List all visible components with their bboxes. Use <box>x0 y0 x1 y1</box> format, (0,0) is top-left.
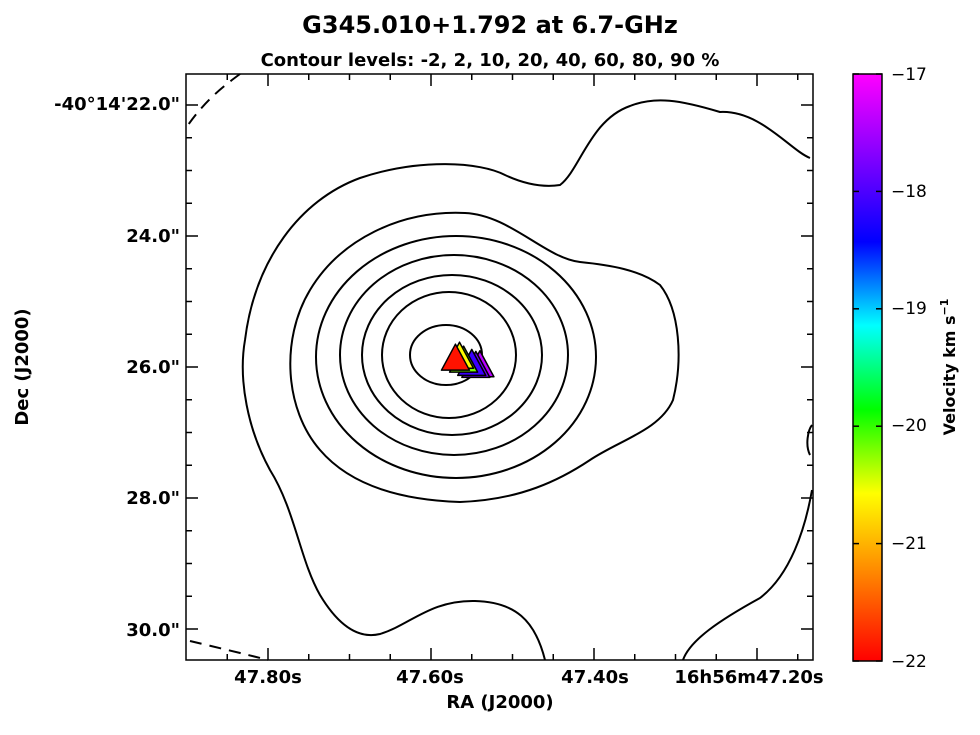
contour-20-percent <box>315 235 597 479</box>
colorbar-tick-label: −21 <box>891 534 927 554</box>
colorbar-tick-label: −20 <box>891 416 927 436</box>
contour-negative-bottom-left <box>189 640 269 661</box>
chart-title: G345.010+1.792 at 6.7-GHz <box>302 11 678 39</box>
x-tick-label: 16h56m47.20s <box>674 667 823 688</box>
contour-40-percent <box>339 254 569 456</box>
colorbar-tick-label: −18 <box>891 182 927 202</box>
colorbar-tick-label: −19 <box>891 299 927 319</box>
y-tick-label: 26.0" <box>126 357 180 378</box>
contour-60-percent <box>361 274 543 436</box>
contour-80-percent <box>381 291 517 419</box>
colorbar-ticks <box>853 73 882 662</box>
plot-frame <box>185 73 814 661</box>
x-tick-label: 47.60s <box>396 667 464 688</box>
contour-negative-top-left <box>185 73 241 129</box>
x-axis-label: RA (J2000) <box>446 692 553 713</box>
colorbar-label: Velocity km s−1 <box>938 299 959 436</box>
y-tick-label: 30.0" <box>126 620 180 641</box>
x-tick-label: 47.80s <box>234 667 302 688</box>
y-tick-label: 28.0" <box>126 488 180 509</box>
colorbar-tick-label: −17 <box>891 65 927 85</box>
chart-subtitle: Contour levels: -2, 2, 10, 20, 40, 60, 8… <box>261 50 720 71</box>
colorbar-label-text: Velocity km s <box>940 316 959 436</box>
x-tick-label: 47.40s <box>561 667 629 688</box>
y-tick-label: -40°14'22.0" <box>54 94 180 115</box>
colorbar <box>852 73 883 662</box>
axis-ticks <box>186 74 813 660</box>
y-axis-label: Dec (J2000) <box>12 308 33 425</box>
contour-2-percent <box>241 99 811 661</box>
colorbar-label-superscript: −1 <box>938 299 951 316</box>
colorbar-tick-label: −22 <box>891 652 927 672</box>
contour-lines <box>185 73 813 661</box>
contour-2-percent-right <box>682 424 813 661</box>
y-tick-label: 24.0" <box>126 226 180 247</box>
maser-spot-marker <box>440 343 471 371</box>
contour-10-percent <box>289 211 680 504</box>
maser-spots <box>440 341 495 379</box>
